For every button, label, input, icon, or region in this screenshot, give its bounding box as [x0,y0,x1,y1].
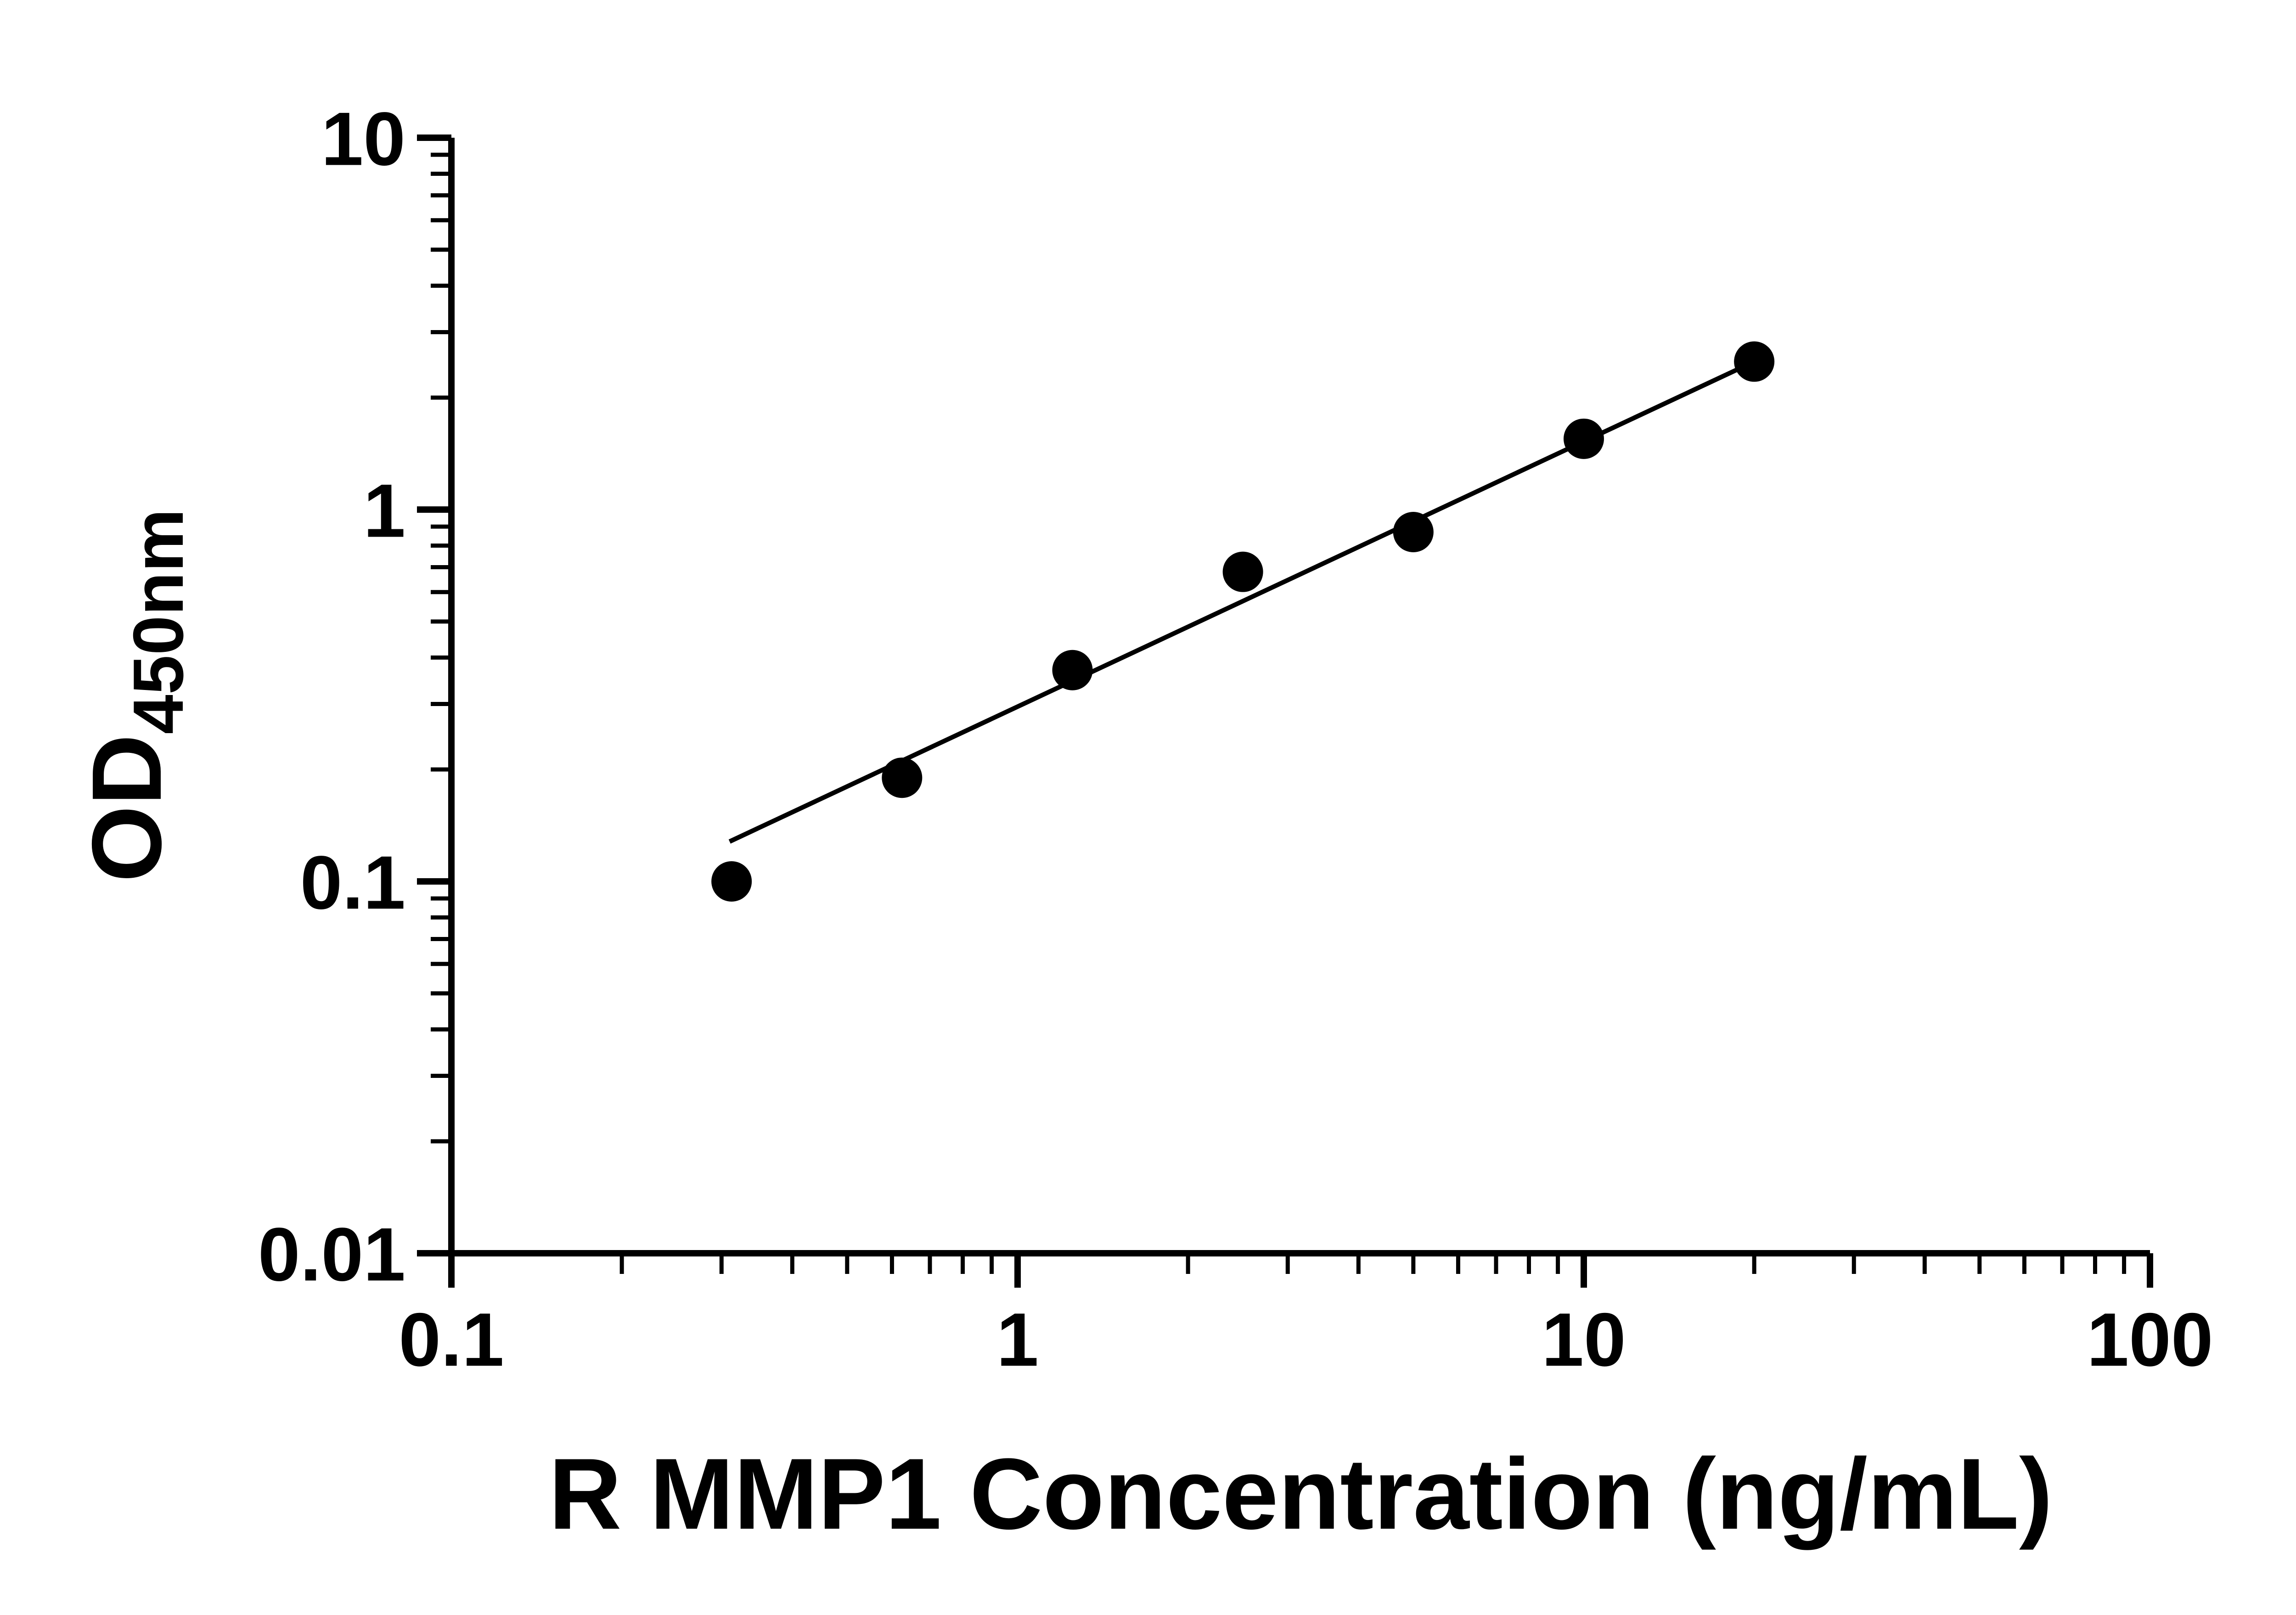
data-point [1222,551,1263,592]
x-tick-label: 10 [1542,1297,1626,1382]
data-point [711,861,752,902]
y-axis-title-main: OD [71,734,182,882]
y-tick-label: 0.01 [258,1212,405,1296]
y-tick-label: 1 [363,468,405,553]
data-point [1564,418,1604,459]
x-tick-label: 100 [2087,1297,2213,1382]
data-point [882,757,923,798]
x-tick-label: 1 [996,1297,1039,1382]
data-point [1393,511,1434,552]
y-axis-title: OD450nm [71,509,198,882]
data-point [1734,341,1775,382]
x-axis-title: R MMP1 Concentration (ng/mL) [549,1437,2053,1550]
y-tick-label: 0.1 [300,840,405,925]
y-tick-label: 10 [321,96,405,181]
y-axis-title-subscript: 450nm [118,509,198,734]
data-point [1052,650,1093,690]
x-tick-label: 0.1 [399,1297,504,1382]
